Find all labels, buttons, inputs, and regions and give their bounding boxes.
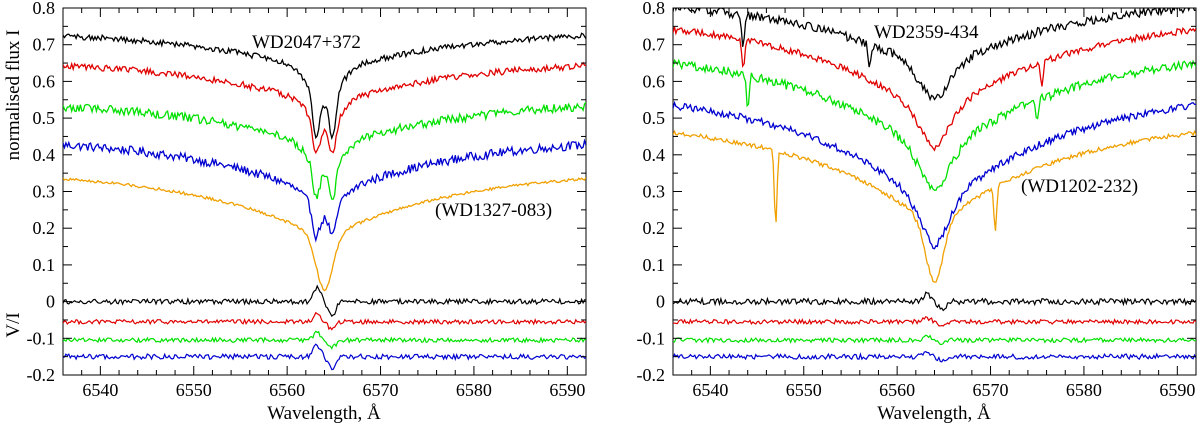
x-tick-label: 6580 <box>456 380 492 400</box>
tick-layer: 6540 6550 6560 6570 6580 6590 -0.2 -0.1 0 0.1 0.2 0… <box>637 0 1197 400</box>
y-tick-label: 0.2 <box>643 218 666 238</box>
x-tick-label: 6590 <box>1159 380 1195 400</box>
polarization-line-blue <box>673 351 1196 363</box>
chart-panel-left: 6540 6550 6560 6570 6580 6590 -0.2 -0.1 0 0.1 0.2 0… <box>3 0 587 424</box>
y-tick-label: 0.3 <box>33 182 56 202</box>
x-tick-label: 6550 <box>786 380 822 400</box>
intensity-line-red <box>673 26 1196 152</box>
x-axis-label: Wavelength, Å <box>267 403 381 424</box>
y-tick-label: -0.2 <box>637 365 666 385</box>
annotation-secondary: (WD1202-232) <box>1021 176 1138 197</box>
polarization-line-black <box>673 291 1196 312</box>
intensity-line-green <box>673 58 1196 191</box>
annotation-main: WD2047+372 <box>252 32 361 53</box>
y-tick-label: 0.8 <box>643 0 666 18</box>
polarization-line-blue <box>63 343 586 371</box>
y-tick-label: 0.2 <box>33 218 56 238</box>
annotation-main: WD2359-434 <box>874 22 979 43</box>
y-tick-label: -0.1 <box>637 328 666 348</box>
series-layer <box>673 8 1196 363</box>
chart-panel-right: 6540 6550 6560 6570 6580 6590 -0.2 -0.1 0 0.1 0.2 0… <box>637 0 1197 424</box>
x-tick-label: 6570 <box>973 380 1009 400</box>
y-tick-label: 0.5 <box>33 108 56 128</box>
y-tick-label: 0.1 <box>33 255 56 275</box>
x-axis-label: Wavelength, Å <box>877 403 991 424</box>
y-tick-label: -0.2 <box>27 365 56 385</box>
y-tick-label: 0.5 <box>643 108 666 128</box>
intensity-line-orange <box>673 129 1196 283</box>
series-layer <box>63 32 586 371</box>
intensity-line-green <box>63 101 586 200</box>
tick-layer: 6540 6550 6560 6570 6580 6590 -0.2 -0.1 0 0.1 0.2 0… <box>27 0 587 400</box>
intensity-line-black <box>673 8 1196 102</box>
x-tick-label: 6570 <box>363 380 399 400</box>
intensity-line-black <box>63 32 586 141</box>
x-tick-label: 6560 <box>269 380 305 400</box>
x-tick-label: 6550 <box>176 380 212 400</box>
y-tick-label: 0.6 <box>33 71 56 91</box>
y-tick-label: 0.3 <box>643 182 666 202</box>
polarization-line-green <box>63 330 586 350</box>
x-tick-label: 6560 <box>879 380 915 400</box>
polarization-line-black <box>63 284 586 318</box>
annotation-secondary: (WD1327-083) <box>435 200 552 221</box>
y-tick-label: 0.4 <box>643 145 666 165</box>
y-axis-label-top: normalised flux I <box>3 30 24 161</box>
y-tick-label: 0.8 <box>33 0 56 18</box>
y-tick-label: -0.1 <box>27 328 56 348</box>
y-tick-label: 0 <box>46 292 55 312</box>
intensity-line-red <box>63 61 586 155</box>
intensity-line-orange <box>63 177 586 292</box>
x-tick-label: 6540 <box>82 380 118 400</box>
y-tick-label: 0 <box>656 292 665 312</box>
y-tick-label: 0.6 <box>643 71 666 91</box>
polarization-line-red <box>63 311 586 331</box>
intensity-line-blue <box>673 100 1196 250</box>
y-tick-label: 0.4 <box>33 145 56 165</box>
y-tick-label: 0.1 <box>643 255 666 275</box>
y-axis-label-bottom: V/I <box>3 312 24 337</box>
polarization-line-red <box>673 315 1196 327</box>
plot-frame <box>62 7 587 376</box>
x-tick-label: 6590 <box>549 380 585 400</box>
intensity-line-blue <box>63 138 586 243</box>
y-tick-label: 0.7 <box>643 35 666 55</box>
polarization-line-green <box>673 334 1196 346</box>
x-tick-label: 6540 <box>692 380 728 400</box>
y-tick-label: 0.7 <box>33 35 56 55</box>
x-tick-label: 6580 <box>1066 380 1102 400</box>
